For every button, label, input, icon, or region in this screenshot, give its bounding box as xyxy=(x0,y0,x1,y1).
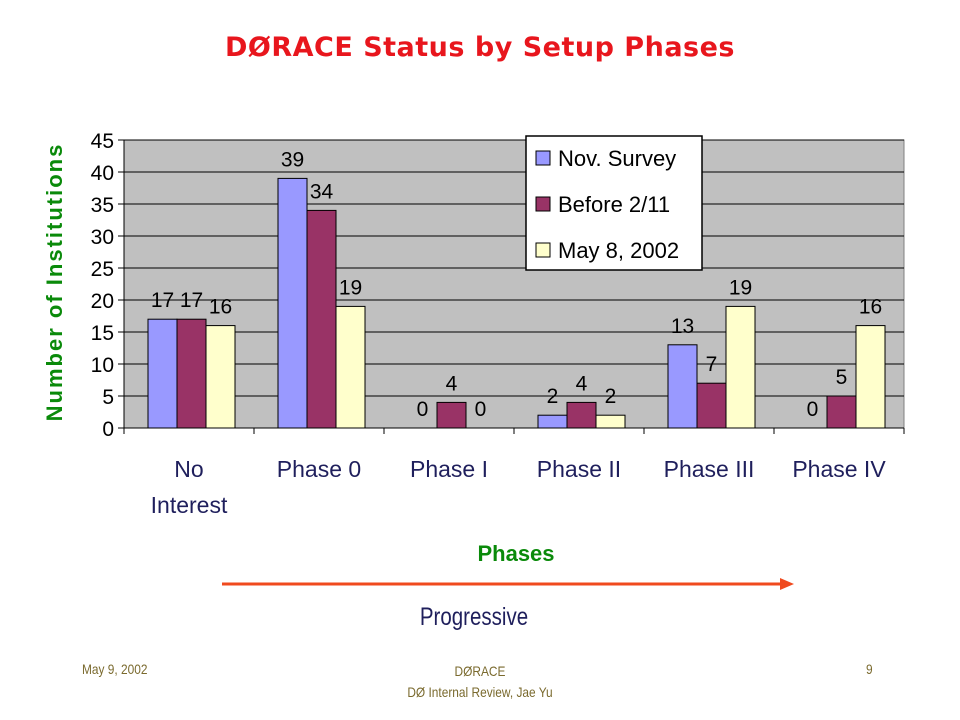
y-tick-label: 25 xyxy=(91,258,114,281)
data-label: 19 xyxy=(339,276,362,299)
legend-swatch xyxy=(535,196,551,212)
y-tick-label: 30 xyxy=(91,226,114,249)
progress-arrow-head xyxy=(780,578,794,590)
footer-project: DØRACE xyxy=(454,663,506,679)
bar xyxy=(595,414,626,429)
data-label: 5 xyxy=(836,366,848,389)
data-label: 17 xyxy=(180,289,203,312)
plot-area xyxy=(123,139,905,429)
footer-event: DØ Internal Review, Jae Yu xyxy=(407,684,553,700)
bar xyxy=(855,325,886,429)
bar xyxy=(176,318,207,429)
y-tick-label: 10 xyxy=(91,354,114,377)
bar xyxy=(277,177,308,429)
bar xyxy=(667,344,698,429)
data-label: 0 xyxy=(417,398,429,421)
footer-date: May 9, 2002 xyxy=(82,661,148,677)
data-label: 19 xyxy=(729,276,752,299)
x-tick-label: Phase 0 xyxy=(277,456,361,482)
data-label: 0 xyxy=(807,398,819,421)
x-axis-label: Phases xyxy=(477,541,554,566)
data-label: 13 xyxy=(671,315,694,338)
y-tick-label: 20 xyxy=(91,290,114,313)
chart-title: DØRACE Status by Setup Phases xyxy=(224,32,735,63)
y-tick-label: 0 xyxy=(102,418,114,441)
y-tick-label: 35 xyxy=(91,194,114,217)
data-label: 39 xyxy=(281,148,304,171)
legend-swatch xyxy=(535,242,551,258)
progress-label: Progressive xyxy=(419,603,529,631)
slide-number: 9 xyxy=(866,661,873,677)
legend xyxy=(525,135,703,271)
data-label: 16 xyxy=(859,296,882,319)
bar xyxy=(696,382,727,429)
footer-center: DØRACE DØ Internal Review, Jae Yu xyxy=(395,661,565,703)
legend-label: May 8, 2002 xyxy=(558,238,679,263)
bar xyxy=(826,395,857,429)
bar xyxy=(566,401,597,429)
bar xyxy=(205,325,236,429)
legend-swatch xyxy=(535,150,551,166)
data-label: 0 xyxy=(475,398,487,421)
y-tick-label: 45 xyxy=(91,130,114,153)
data-label: 17 xyxy=(151,289,174,312)
y-tick-label: 5 xyxy=(102,386,114,409)
x-tick-label: Phase I xyxy=(410,456,488,482)
data-label: 34 xyxy=(310,180,334,203)
bar xyxy=(725,305,756,429)
x-tick-label: Phase II xyxy=(537,456,621,482)
x-tick-label: Interest xyxy=(151,492,228,518)
y-tick-label: 15 xyxy=(91,322,114,345)
legend-label: Before 2/11 xyxy=(558,192,670,217)
bar xyxy=(335,305,366,429)
data-label: 4 xyxy=(446,372,458,395)
data-label: 16 xyxy=(209,296,232,319)
x-tick-label: Phase III xyxy=(664,456,755,482)
x-tick-label: Phase IV xyxy=(792,456,886,482)
y-tick-label: 40 xyxy=(91,162,114,185)
y-axis-label: Number of Institutions xyxy=(42,143,67,422)
data-label: 7 xyxy=(706,353,718,376)
data-label: 4 xyxy=(576,372,588,395)
data-label: 2 xyxy=(605,385,617,408)
bar xyxy=(436,401,467,429)
data-label: 2 xyxy=(547,385,559,408)
legend-label: Nov. Survey xyxy=(558,146,676,171)
x-tick-label: No xyxy=(174,456,203,482)
